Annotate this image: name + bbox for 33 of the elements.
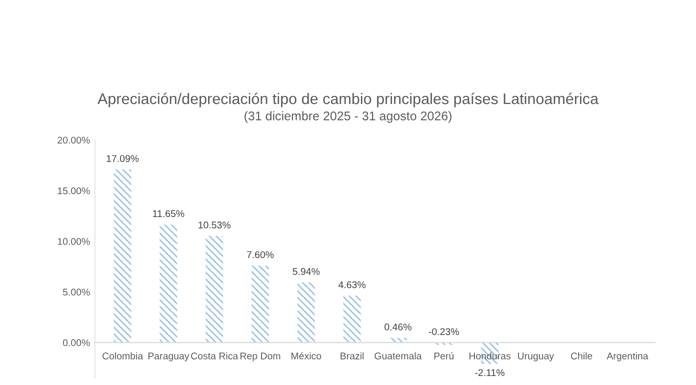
chart-subtitle: (31 diciembre 2025 - 31 agosto 2026) (244, 111, 452, 123)
bar (206, 236, 224, 343)
bar (343, 296, 361, 343)
x-tick-label: Colombia (102, 352, 144, 360)
x-tick-label: Brazil (340, 352, 364, 360)
y-tick-label: 10.00% (58, 238, 90, 245)
x-tick-label: Perú (434, 352, 454, 360)
bar (114, 169, 132, 343)
x-tick-label: Rep Dom (240, 352, 280, 362)
bar (160, 224, 178, 343)
data-label: 17.09% (106, 155, 139, 162)
data-label: 0.46% (384, 324, 412, 330)
bar (252, 266, 269, 343)
x-tick-label: Argentina (606, 352, 648, 362)
x-tick-label: México (292, 352, 322, 360)
x-tick-label: Chile (570, 352, 592, 360)
y-tick-label: 0.00% (62, 339, 90, 346)
data-label: 4.63% (338, 281, 366, 288)
data-label: -2.11% (475, 369, 504, 376)
data-label: 11.65% (153, 210, 184, 218)
bar (297, 282, 315, 343)
data-label: -0.23% (428, 328, 459, 336)
chart-title: Apreciación/depreciación tipo de cambio principales países Latinoamérica (98, 92, 599, 108)
data-label: 10.53% (198, 222, 230, 228)
y-tick-label: 15.00% (58, 187, 90, 194)
data-label: 5.94% (292, 268, 320, 275)
x-tick-label: Paraguay (148, 352, 190, 362)
x-tick-label: Costa Rica (191, 352, 238, 360)
data-label: 7.60% (246, 251, 274, 258)
y-tick-label: 5.00% (62, 288, 90, 296)
y-tick-label: 20.00% (58, 136, 90, 144)
x-tick-label: Uruguay (518, 352, 554, 362)
x-tick-label: Guatemala (374, 352, 422, 360)
